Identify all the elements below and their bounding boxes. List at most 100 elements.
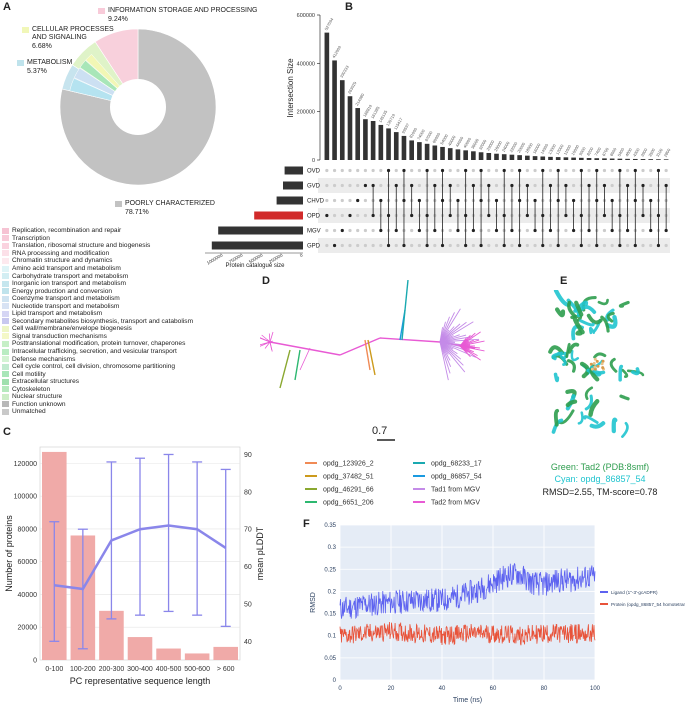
tree-legend-label: opdg_123926_2	[323, 461, 374, 468]
set-size-bar	[283, 181, 303, 190]
cog-legend-label: Posttranslational modification, protein …	[12, 340, 186, 348]
intersection-bar	[579, 157, 584, 160]
x-tick-label: 100	[590, 686, 601, 692]
rmsd-chart: 0 0.05 0.1 0.15 0.2 0.25 0.3 0.35 0 20 40 60 80 100 Li…	[310, 523, 685, 704]
matrix-dot	[356, 213, 360, 218]
y-tick-label: 0.15	[324, 612, 336, 618]
cog-legend-label: Nuclear structure	[12, 393, 63, 401]
intersection-bar	[602, 158, 607, 160]
matrix-dot	[410, 168, 414, 173]
matrix-dot	[394, 168, 398, 173]
intersection-bar-label: 330333	[339, 64, 350, 79]
y2-tick-label: 80	[244, 489, 252, 496]
matrix-dot	[641, 243, 645, 248]
set-name-label: MGV	[307, 229, 321, 235]
cog-legend-item: Extracellular structures	[2, 378, 252, 386]
matrix-dot	[410, 228, 414, 233]
matrix-dot	[340, 213, 344, 218]
ribbon	[584, 386, 594, 400]
cog-legend-label: Intracellular trafficking, secretion, an…	[12, 348, 177, 356]
ribbon	[619, 394, 630, 401]
matrix-dot	[610, 243, 614, 248]
y-tick-label: 120000	[14, 461, 37, 468]
intersection-bar	[363, 119, 368, 160]
ribbon	[618, 300, 630, 308]
ribbon	[551, 351, 564, 361]
cog-legend-label: Secondary metabolites biosynthesis, tran…	[12, 317, 194, 325]
intersection-bar	[517, 155, 522, 160]
tree-legend-label: opdg_6651_206	[323, 500, 374, 507]
matrix-dot	[332, 243, 337, 248]
intersection-bar	[478, 152, 484, 160]
rmsd-series-1	[339, 621, 596, 646]
ribbon	[621, 368, 629, 378]
matrix-dot	[525, 228, 529, 233]
callout-swatch-cellular	[22, 27, 29, 33]
intersection-bar-label: 49000	[447, 134, 457, 147]
branch-tad1	[439, 312, 455, 343]
matrix-dot	[356, 228, 360, 233]
matrix-dot	[356, 168, 360, 173]
matrix-dot	[610, 168, 614, 173]
matrix-dot	[572, 243, 576, 248]
cog-legend-item: Cell wall/membrane/envelope biogenesis	[2, 325, 252, 333]
intersection-bar-label: 18000	[524, 141, 534, 154]
intersection-bar-label: 4300	[632, 147, 641, 158]
matrix-dot	[348, 228, 352, 233]
cog-legend-item: Function unknown	[2, 401, 252, 409]
ligand-atom	[593, 357, 597, 361]
y-tick-label: 60000	[18, 559, 38, 566]
cog-legend-label: Lipid transport and metabolism	[12, 310, 103, 318]
intersection-bar	[586, 158, 592, 160]
intersection-bar-label: 9000	[578, 145, 587, 156]
ligand-atom	[601, 366, 605, 370]
intersection-bar	[532, 156, 538, 160]
matrix-dot	[494, 243, 499, 248]
matrix-dot	[325, 168, 329, 173]
intersection-bar	[339, 80, 345, 160]
cog-legend-item: Cell motility	[2, 370, 252, 378]
matrix-dot	[525, 243, 529, 248]
matrix-dot	[340, 243, 344, 248]
ribbon	[588, 399, 600, 417]
matrix-dot	[348, 183, 352, 188]
callout-poorly-name: POORLY CHARACTERIZED	[125, 200, 215, 207]
cog-legend-swatch	[2, 235, 9, 242]
pie-chart	[59, 28, 217, 186]
ribbon	[574, 300, 584, 317]
matrix-dot	[332, 198, 337, 203]
tree-branch	[269, 341, 273, 352]
ribbon	[565, 342, 571, 358]
set-size-bar	[276, 196, 303, 205]
cog-legend-swatch	[2, 257, 9, 264]
matrix-dot	[587, 168, 591, 173]
matrix-dot	[602, 168, 607, 173]
ribbon	[584, 394, 594, 411]
intersection-bar-label: 13000	[547, 143, 557, 156]
matrix-dot	[510, 243, 514, 248]
phylogenetic-tree	[260, 280, 485, 441]
intersection-bar	[501, 154, 507, 160]
intersection-bar-label: 40000	[462, 136, 472, 149]
matrix-dot	[417, 168, 421, 173]
tree-branch	[260, 337, 271, 343]
ribbon	[553, 372, 560, 383]
tree-legend-label: Tad1 from MGV	[431, 487, 480, 494]
x-tick-label: 200-300	[99, 666, 125, 673]
cog-legend-item: RNA processing and modification	[2, 250, 252, 258]
matrix-dot	[533, 183, 537, 188]
intersection-bar-label: 26000	[493, 139, 503, 152]
panel-label-d: D	[262, 275, 270, 287]
cog-legend-swatch	[2, 303, 9, 310]
cog-legend-swatch	[2, 378, 9, 385]
intersection-bar-label: 2800	[663, 147, 672, 158]
ribbon	[579, 319, 595, 327]
protein-structure	[548, 290, 645, 438]
matrix-dot	[564, 228, 568, 233]
matrix-dot	[332, 213, 337, 218]
callout-swatch-info	[98, 8, 105, 14]
intersection-bar-label: 6000	[609, 146, 618, 157]
ribbon	[593, 352, 607, 359]
intersection-bar	[648, 159, 654, 160]
